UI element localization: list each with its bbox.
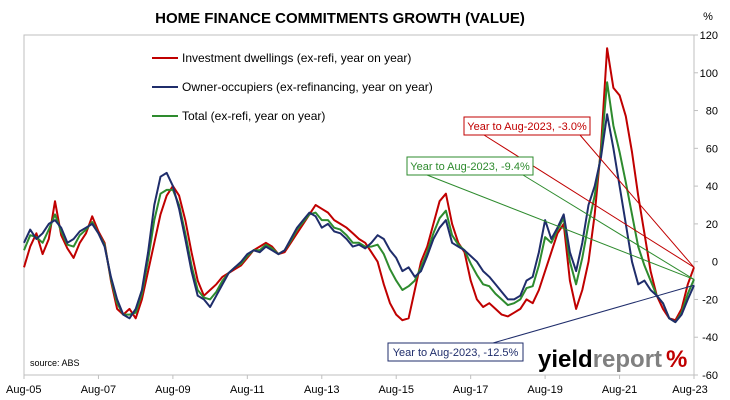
y-tick-label: 100 <box>700 68 718 80</box>
legend-label: Investment dwellings (ex-refi, year on y… <box>182 51 411 65</box>
annotation-leader <box>579 134 695 268</box>
annotation-box <box>463 116 591 136</box>
legend-label: Owner-occupiers (ex-refinancing, year on… <box>182 80 433 94</box>
chart-title: HOME FINANCE COMMITMENTS GROWTH (VALUE) <box>155 10 525 27</box>
x-tick-label: Aug-05 <box>6 384 41 396</box>
brand-name-part2: report <box>593 346 662 373</box>
y-tick-label: 80 <box>706 106 718 118</box>
y-tick-label: 40 <box>706 181 718 193</box>
annotation-label: Year to Aug-2023, -12.5% <box>393 347 519 359</box>
y-tick-label: 20 <box>706 219 718 231</box>
annotation-leader <box>483 134 695 268</box>
annotations: Year to Aug-2023, -3.0% Year to Aug-2023,… <box>387 116 695 362</box>
series-line-1 <box>23 113 695 324</box>
y-tick-label: -40 <box>702 332 718 344</box>
x-tick-label: Aug-19 <box>527 384 562 396</box>
y-tick-label: 60 <box>706 143 718 155</box>
source-note: source: ABS <box>30 358 80 368</box>
legend-label: Total (ex-refi, year on year) <box>182 109 325 123</box>
series-line-0 <box>23 47 695 322</box>
x-tick-label: Aug-07 <box>81 384 116 396</box>
annotation-leader <box>492 284 695 344</box>
x-axis: Aug-05 Aug-07 Aug-09 Aug-11 Aug-13 Aug-15 Aug-… <box>6 375 708 396</box>
annotation-box <box>387 342 524 362</box>
plot-area <box>23 34 695 376</box>
y-tick-label: -60 <box>702 370 718 382</box>
x-tick-label: Aug-23 <box>672 384 707 396</box>
annotation-label: Year to Aug-2023, -9.4% <box>410 161 530 173</box>
y-tick-label: 120 <box>700 30 718 42</box>
y-tick-label: -20 <box>702 294 718 306</box>
annotation-leader <box>522 174 695 280</box>
x-tick-label: Aug-17 <box>453 384 488 396</box>
x-tick-label: Aug-15 <box>378 384 413 396</box>
x-tick-label: Aug-13 <box>304 384 339 396</box>
x-tick-label: Aug-11 <box>230 384 265 396</box>
x-tick-label: Aug-21 <box>602 384 637 396</box>
series-lines <box>23 47 695 324</box>
brand-name-part1: yield <box>538 346 593 373</box>
annotation-leader <box>426 174 695 280</box>
x-tick-label: Aug-09 <box>155 384 190 396</box>
series-line-2 <box>23 81 695 324</box>
annotation-label: Year to Aug-2023, -3.0% <box>467 121 587 133</box>
brand-logo: yieldreport% <box>538 346 687 373</box>
y-tick-label: 0 <box>712 257 718 269</box>
y-axis-unit: % <box>703 11 713 23</box>
legend: Investment dwellings (ex-refi, year on y… <box>152 51 433 123</box>
brand-symbol: % <box>666 346 687 373</box>
annotation-box <box>406 156 534 176</box>
y-axis: 120 100 80 60 40 20 0 -20 -40 -60 <box>694 30 718 382</box>
